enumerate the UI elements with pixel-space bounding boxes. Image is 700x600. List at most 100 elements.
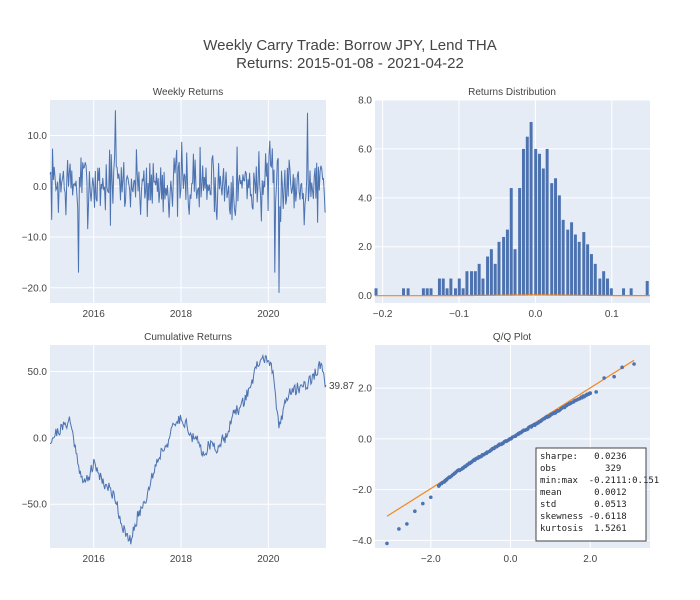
histogram-bar (529, 122, 533, 296)
histogram-bar (645, 280, 649, 296)
qq-point (421, 501, 425, 506)
cumulative-end-value-label: 39.87 (329, 381, 354, 392)
histogram-bar (602, 271, 606, 296)
histogram-bar (629, 288, 633, 296)
y-tick-label: −10.0 (22, 233, 48, 244)
histogram-bar (554, 178, 558, 296)
histogram-bar (525, 136, 529, 296)
histogram-bar (593, 263, 597, 296)
stats-line-mean: mean 0.0012 (540, 488, 627, 498)
histogram-bar (453, 288, 457, 296)
x-tick-label: 2.0 (583, 554, 597, 565)
histogram-bar (437, 278, 441, 296)
histogram-bar (497, 241, 501, 296)
stats-box-frame (535, 447, 647, 542)
y-tick-label: −20.0 (22, 283, 48, 294)
x-tick-label: 2016 (83, 309, 106, 320)
histogram-bar (402, 288, 406, 296)
figure-title: Weekly Carry Trade: Borrow JPY, Lend THA (203, 37, 496, 54)
histogram-bar (513, 249, 517, 296)
x-tick-label: −0.1 (449, 309, 469, 320)
qq-point (428, 495, 433, 500)
histogram-bar (486, 256, 490, 296)
histogram-bar (521, 148, 525, 296)
qq-point (612, 374, 616, 379)
histogram-bar (457, 278, 461, 296)
histogram-bar (577, 241, 581, 296)
histogram-bar (489, 249, 493, 296)
y-tick-label: −2.0 (352, 485, 372, 496)
histogram-bar (518, 188, 522, 296)
histogram-bar (429, 288, 433, 296)
histogram-bar (425, 288, 429, 296)
weekly-returns-title: Weekly Returns (153, 87, 223, 98)
qq-point (602, 376, 606, 380)
cumulative-returns-ticks: 2016 2018 2020 50.0 0.0 −50.0 (22, 367, 280, 565)
weekly-returns-ticks: 2016 2018 2020 10.0 0.0 −10.0 −20.0 (22, 131, 280, 320)
histogram-bar (477, 263, 481, 296)
qq-point (405, 522, 409, 526)
weekly-returns-line (49, 110, 326, 293)
cumulative-returns-marks (49, 353, 327, 545)
histogram-bar (406, 288, 410, 296)
histogram-bar (449, 278, 453, 296)
histogram-bar (545, 148, 549, 296)
stats-line-sharpe: sharpe: 0.0236 (540, 452, 627, 462)
x-tick-label: 2016 (83, 554, 106, 565)
y-tick-label: 0.0 (33, 433, 47, 444)
histogram-bar (582, 232, 586, 296)
x-tick-label: 2020 (257, 309, 280, 320)
histogram-bar (541, 168, 545, 296)
cumulative-returns-line (49, 353, 327, 545)
histogram-bar (622, 288, 626, 296)
y-tick-label: −50.0 (22, 500, 48, 511)
cumulative-returns-grid (50, 345, 326, 548)
histogram-bar (573, 234, 577, 296)
histogram-bar (493, 263, 497, 296)
histogram-bar (509, 188, 513, 296)
histogram-bar (606, 278, 609, 296)
histogram-bar (421, 288, 425, 296)
x-tick-label: 0.0 (504, 554, 518, 565)
y-tick-label: 2.0 (358, 242, 372, 253)
histogram-bar (502, 236, 506, 296)
qq-point (594, 390, 598, 394)
y-tick-label: 4.0 (358, 193, 372, 204)
qq-point (620, 365, 624, 370)
qq-point (588, 391, 592, 395)
histogram-bar (465, 271, 469, 296)
y-tick-label: 0.0 (33, 182, 47, 193)
histogram-bar (609, 288, 613, 296)
histogram-bar (557, 195, 561, 296)
x-tick-label: 2020 (257, 554, 280, 565)
histogram-bar (470, 271, 473, 296)
qq-point (397, 527, 401, 531)
histogram-bar (461, 288, 465, 296)
y-tick-label: 10.0 (28, 131, 48, 142)
stats-line-minmax: min:max -0.2111:0.151 (540, 476, 659, 486)
histogram-bar (445, 288, 449, 296)
qq-point (413, 509, 417, 514)
x-tick-label: −0.2 (373, 309, 393, 320)
histogram-bar (473, 271, 477, 296)
histogram-bar (441, 278, 445, 296)
returns-distribution-title: Returns Distribution (468, 87, 556, 98)
x-tick-label: 2018 (170, 554, 193, 565)
cumulative-returns-title: Cumulative Returns (144, 332, 232, 343)
qq-plot-ticks: −2.0 0.0 2.0 2.0 0.0 −2.0 −4.0 (352, 384, 597, 565)
returns-distribution-panel: Returns Distribution −0.2 −0.1 0.0 0.1 0.0 2.… (358, 87, 651, 320)
x-tick-label: 0.0 (528, 309, 542, 320)
stats-line-std: std 0.0513 (540, 500, 627, 510)
histogram-bar (374, 288, 378, 296)
histogram-bar (589, 254, 593, 296)
x-tick-label: 0.1 (605, 309, 619, 320)
qq-plot-marks (385, 359, 636, 546)
y-tick-label: −4.0 (352, 536, 372, 547)
y-tick-label: 2.0 (358, 384, 372, 395)
histogram-bar (598, 278, 602, 296)
histogram-bar (570, 222, 574, 296)
y-tick-label: 6.0 (358, 144, 372, 155)
qq-point (385, 541, 389, 546)
returns-distribution-marks (374, 122, 651, 297)
